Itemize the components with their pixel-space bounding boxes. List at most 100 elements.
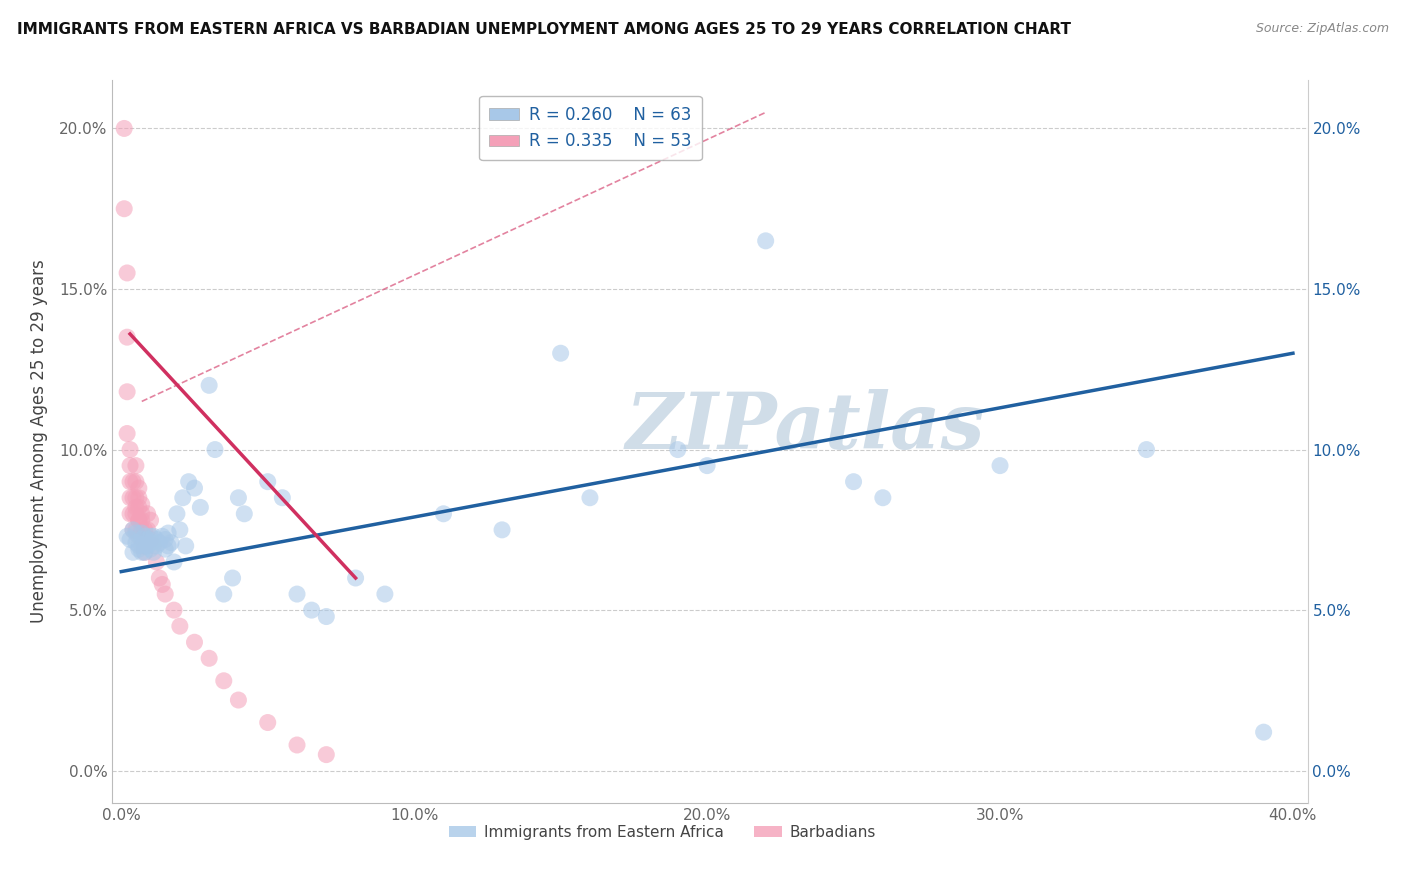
Text: Source: ZipAtlas.com: Source: ZipAtlas.com (1256, 22, 1389, 36)
Point (139, 542, 162, 557)
Point (128, 542, 150, 557)
Point (988, 458, 1011, 473)
Point (134, 545, 156, 559)
Point (125, 491, 148, 505)
Point (233, 507, 256, 521)
Point (150, 529, 173, 543)
Point (112, 121, 135, 136)
Legend: Immigrants from Eastern Africa, Barbadians: Immigrants from Eastern Africa, Barbadia… (443, 819, 882, 846)
Point (183, 481, 205, 495)
Point (256, 715, 278, 730)
Point (145, 539, 167, 553)
Point (134, 545, 156, 559)
Point (204, 442, 226, 457)
Point (122, 491, 145, 505)
Point (374, 587, 396, 601)
Point (125, 523, 148, 537)
Point (128, 500, 150, 515)
Point (153, 587, 177, 601)
Point (128, 539, 150, 553)
Point (491, 523, 513, 537)
Point (285, 738, 308, 752)
Point (139, 529, 162, 543)
Point (125, 475, 148, 489)
Point (128, 491, 150, 505)
Point (579, 491, 602, 505)
Point (256, 475, 278, 489)
Point (115, 384, 138, 399)
Point (163, 603, 186, 617)
Point (169, 523, 191, 537)
Point (696, 458, 718, 473)
Point (115, 266, 138, 280)
Point (755, 234, 778, 248)
Point (153, 533, 177, 547)
Point (134, 539, 156, 553)
Point (131, 497, 153, 511)
Point (120, 491, 141, 505)
Point (131, 526, 153, 541)
Point (174, 539, 197, 553)
Point (139, 535, 162, 549)
Point (122, 475, 145, 489)
Point (125, 507, 148, 521)
Point (122, 523, 145, 537)
Point (134, 523, 156, 537)
Point (1253, 725, 1275, 739)
Point (128, 513, 150, 527)
Point (142, 545, 165, 559)
Point (142, 529, 165, 543)
Point (120, 533, 141, 547)
Point (128, 481, 150, 495)
Point (842, 475, 865, 489)
Point (169, 619, 191, 633)
Point (120, 507, 141, 521)
Point (344, 571, 367, 585)
Point (188, 500, 211, 515)
Point (125, 535, 148, 549)
Point (1135, 442, 1157, 457)
Point (120, 458, 141, 473)
Point (666, 442, 689, 457)
Point (157, 526, 180, 541)
Point (166, 507, 188, 521)
Point (115, 330, 138, 344)
Point (131, 533, 153, 547)
Point (221, 571, 243, 585)
Point (134, 539, 156, 553)
Point (285, 587, 308, 601)
Point (136, 533, 159, 547)
Point (163, 555, 186, 569)
Point (315, 609, 337, 624)
Point (271, 491, 294, 505)
Point (125, 458, 148, 473)
Point (120, 442, 141, 457)
Point (198, 651, 221, 665)
Point (150, 577, 173, 591)
Point (550, 346, 572, 360)
Point (136, 523, 159, 537)
Point (148, 535, 170, 549)
Point (134, 529, 156, 543)
Point (139, 533, 162, 547)
Point (153, 542, 177, 557)
Point (122, 545, 145, 559)
Text: ZIPatlas: ZIPatlas (626, 389, 986, 466)
Point (315, 747, 337, 762)
Point (139, 513, 162, 527)
Point (142, 539, 165, 553)
Point (131, 545, 153, 559)
Point (183, 635, 205, 649)
Point (228, 693, 250, 707)
Point (131, 523, 153, 537)
Point (125, 526, 148, 541)
Point (145, 533, 167, 547)
Point (212, 673, 235, 688)
Point (872, 491, 894, 505)
Point (177, 475, 200, 489)
Point (115, 529, 138, 543)
Point (160, 535, 183, 549)
Point (145, 555, 167, 569)
Point (131, 513, 153, 527)
Point (148, 571, 170, 585)
